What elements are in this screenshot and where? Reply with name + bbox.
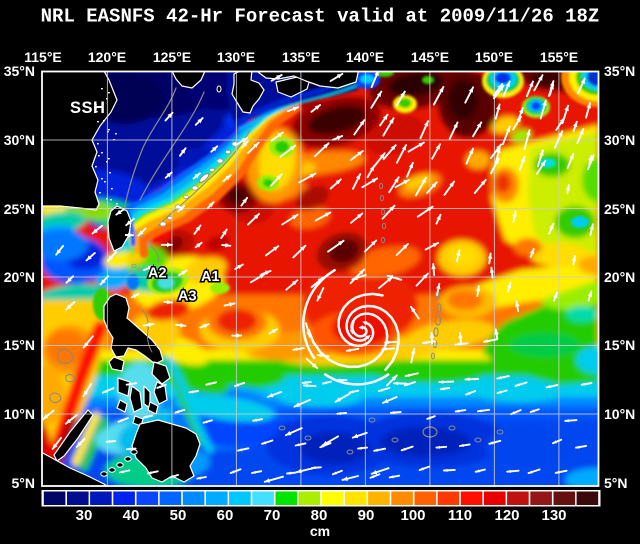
svg-text:145°E: 145°E	[411, 49, 449, 65]
svg-text:30°N: 30°N	[604, 132, 635, 148]
svg-text:35°N: 35°N	[604, 63, 635, 79]
svg-text:30°N: 30°N	[4, 132, 35, 148]
svg-text:115°E: 115°E	[24, 49, 62, 65]
svg-text:A3: A3	[178, 289, 197, 305]
svg-text:100: 100	[400, 507, 425, 524]
svg-text:90: 90	[358, 507, 375, 524]
svg-text:125°E: 125°E	[153, 49, 191, 65]
svg-text:155°E: 155°E	[540, 49, 578, 65]
svg-text:130°E: 130°E	[217, 49, 255, 65]
svg-text:10°N: 10°N	[604, 406, 635, 422]
svg-text:25°N: 25°N	[604, 201, 635, 217]
svg-text:20°N: 20°N	[4, 269, 35, 285]
svg-text:120°E: 120°E	[88, 49, 126, 65]
svg-text:20°N: 20°N	[604, 269, 635, 285]
svg-text:25°N: 25°N	[4, 201, 35, 217]
svg-text:135°E: 135°E	[282, 49, 320, 65]
svg-text:40: 40	[123, 507, 140, 524]
svg-text:150°E: 150°E	[475, 49, 513, 65]
svg-text:50: 50	[170, 507, 187, 524]
svg-text:120: 120	[494, 507, 519, 524]
svg-text:35°N: 35°N	[4, 63, 35, 79]
svg-text:80: 80	[311, 507, 328, 524]
svg-text:NRL EASNFS 42-Hr Forecast val: NRL EASNFS 42-Hr Forecast valid at 2009/…	[41, 6, 600, 28]
svg-text:130: 130	[541, 507, 566, 524]
svg-text:70: 70	[264, 507, 281, 524]
svg-text:140°E: 140°E	[346, 49, 384, 65]
svg-text:SSH: SSH	[70, 99, 105, 117]
svg-text:60: 60	[217, 507, 234, 524]
svg-text:5°N: 5°N	[12, 475, 36, 491]
svg-text:10°N: 10°N	[4, 406, 35, 422]
svg-text:A2: A2	[148, 266, 167, 282]
svg-text:15°N: 15°N	[604, 337, 635, 353]
svg-text:5°N: 5°N	[604, 475, 628, 491]
svg-text:15°N: 15°N	[4, 337, 35, 353]
svg-text:110: 110	[448, 507, 472, 524]
svg-text:30: 30	[76, 507, 93, 524]
svg-text:cm: cm	[310, 523, 330, 539]
svg-text:A1: A1	[201, 269, 220, 285]
